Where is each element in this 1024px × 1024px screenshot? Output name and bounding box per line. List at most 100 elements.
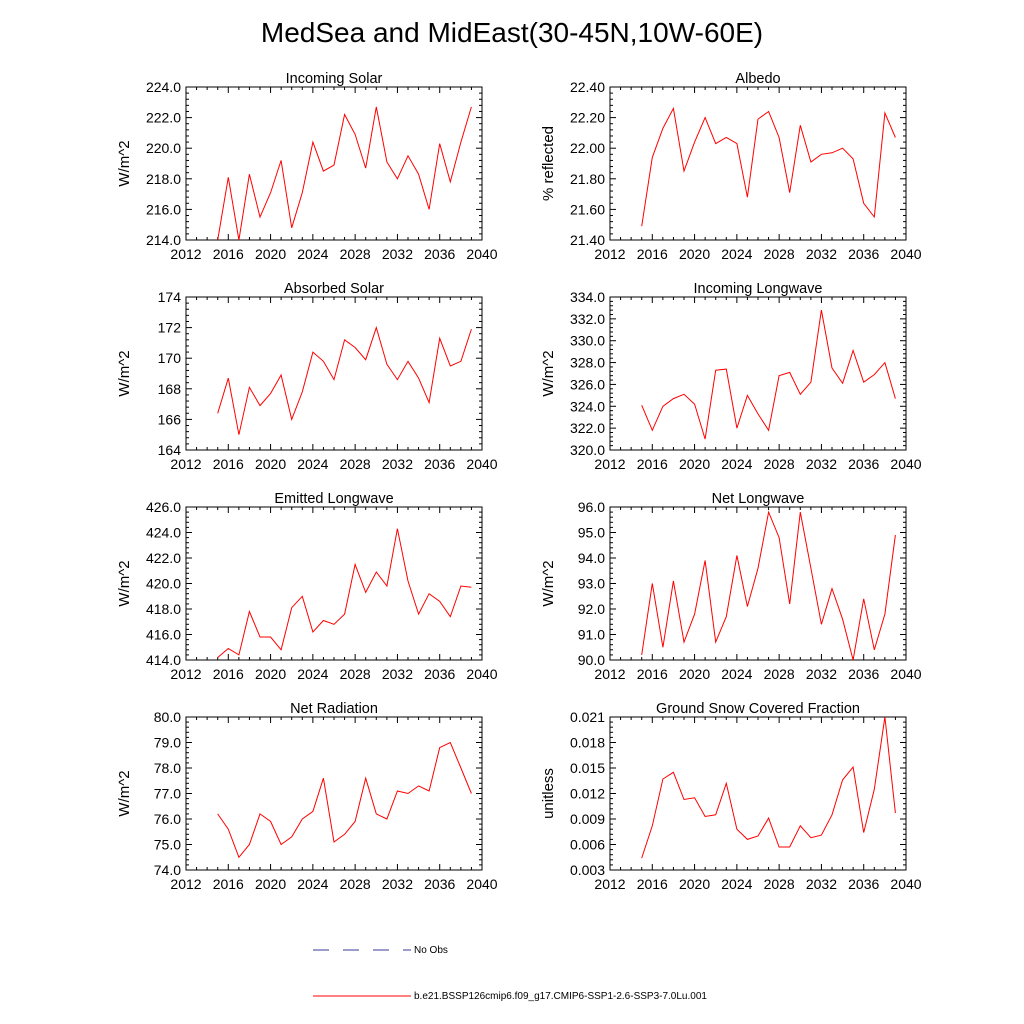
x-tick-label: 2016 bbox=[637, 246, 668, 262]
y-tick-label: 0.015 bbox=[570, 760, 605, 776]
y-tick-label: 78.0 bbox=[154, 760, 181, 776]
y-axis-label: W/m^2 bbox=[540, 350, 557, 396]
panel-emitted-longwave: 2012 2016 2020 2024 2028 2032 2036 2040 414.0 416… bbox=[116, 491, 498, 682]
x-tick-label: 2028 bbox=[340, 456, 371, 472]
y-tick-label: 416.0 bbox=[146, 627, 181, 643]
x-tick-label: 2040 bbox=[890, 876, 921, 892]
x-tick-label: 2016 bbox=[637, 456, 668, 472]
series-line bbox=[641, 716, 896, 859]
x-tick-label: 2012 bbox=[170, 876, 201, 892]
x-tick-label: 2012 bbox=[170, 456, 201, 472]
y-tick-label: 0.021 bbox=[570, 709, 605, 725]
x-tick-label: 2016 bbox=[213, 876, 244, 892]
panel-title: Net Radiation bbox=[290, 701, 378, 717]
y-axis-label: unitless bbox=[540, 768, 557, 819]
y-tick-label: 214.0 bbox=[146, 232, 181, 248]
x-tick-label: 2016 bbox=[213, 246, 244, 262]
panel-title: Emitted Longwave bbox=[274, 491, 393, 507]
x-tick-label: 2032 bbox=[382, 666, 413, 682]
panel-albedo: 2012 2016 2020 2024 2028 2032 2036 2040 21.40 21.… bbox=[540, 71, 922, 262]
x-tick-label: 2020 bbox=[255, 456, 286, 472]
plot-frame bbox=[185, 296, 483, 451]
x-tick-label: 2032 bbox=[806, 456, 837, 472]
x-tick-label: 2012 bbox=[170, 246, 201, 262]
y-tick-label: 21.40 bbox=[570, 232, 605, 248]
legend: No Obs b.e21.BSSP126cmip6.f09_g17.CMIP6-… bbox=[313, 945, 707, 1002]
y-tick-label: 174 bbox=[158, 289, 182, 305]
y-tick-label: 328.0 bbox=[570, 355, 605, 371]
y-tick-label: 170 bbox=[158, 350, 182, 366]
figure-title: MedSea and MidEast(30-45N,10W-60E) bbox=[261, 17, 763, 48]
plot-frame bbox=[185, 716, 483, 871]
x-tick-label: 2028 bbox=[340, 666, 371, 682]
y-tick-label: 418.0 bbox=[146, 601, 181, 617]
x-tick-label: 2036 bbox=[424, 666, 455, 682]
y-tick-label: 172 bbox=[158, 320, 182, 336]
x-tick-label: 2028 bbox=[764, 456, 795, 472]
x-tick-label: 2012 bbox=[594, 876, 625, 892]
y-tick-label: 22.00 bbox=[570, 140, 605, 156]
x-tick-label: 2024 bbox=[721, 876, 752, 892]
y-tick-label: 76.0 bbox=[154, 811, 181, 827]
y-axis-label: W/m^2 bbox=[116, 560, 133, 606]
y-tick-label: 91.0 bbox=[578, 627, 605, 643]
x-tick-label: 2040 bbox=[890, 666, 921, 682]
x-tick-label: 2020 bbox=[679, 456, 710, 472]
panel-title: Incoming Longwave bbox=[694, 281, 823, 297]
x-tick-label: 2036 bbox=[848, 246, 879, 262]
panel-net-radiation: 2012 2016 2020 2024 2028 2032 2036 2040 74.0 75.0… bbox=[116, 701, 498, 892]
panel-title: Net Longwave bbox=[712, 491, 805, 507]
y-tick-label: 424.0 bbox=[146, 525, 181, 541]
x-tick-label: 2012 bbox=[170, 666, 201, 682]
x-tick-label: 2016 bbox=[637, 666, 668, 682]
plot-frame bbox=[609, 86, 907, 241]
x-tick-label: 2036 bbox=[848, 876, 879, 892]
x-tick-label: 2016 bbox=[213, 456, 244, 472]
plot-frame bbox=[609, 506, 907, 661]
y-tick-label: 324.0 bbox=[570, 398, 605, 414]
x-tick-label: 2028 bbox=[340, 876, 371, 892]
x-tick-label: 2036 bbox=[848, 456, 879, 472]
y-tick-label: 21.80 bbox=[570, 171, 605, 187]
x-tick-label: 2032 bbox=[806, 666, 837, 682]
y-tick-label: 75.0 bbox=[154, 837, 181, 853]
y-tick-label: 166 bbox=[158, 411, 182, 427]
x-tick-label: 2024 bbox=[721, 456, 752, 472]
y-tick-label: 0.018 bbox=[570, 735, 605, 751]
y-tick-label: 422.0 bbox=[146, 550, 181, 566]
x-tick-label: 2020 bbox=[255, 246, 286, 262]
x-tick-label: 2012 bbox=[594, 666, 625, 682]
series-line bbox=[217, 528, 472, 658]
y-tick-label: 22.20 bbox=[570, 110, 605, 126]
panel-title: Absorbed Solar bbox=[284, 281, 384, 297]
y-tick-label: 90.0 bbox=[578, 652, 605, 668]
x-tick-label: 2020 bbox=[255, 876, 286, 892]
plot-frame bbox=[609, 716, 907, 871]
y-tick-label: 79.0 bbox=[154, 735, 181, 751]
y-tick-label: 332.0 bbox=[570, 311, 605, 327]
panel-absorbed-solar: 2012 2016 2020 2024 2028 2032 2036 2040 164 166 16… bbox=[116, 281, 498, 472]
y-tick-label: 330.0 bbox=[570, 333, 605, 349]
x-tick-label: 2024 bbox=[721, 666, 752, 682]
x-tick-label: 2040 bbox=[466, 456, 497, 472]
y-axis-label: W/m^2 bbox=[116, 140, 133, 186]
y-tick-label: 320.0 bbox=[570, 442, 605, 458]
x-tick-label: 2028 bbox=[764, 876, 795, 892]
x-tick-label: 2012 bbox=[594, 456, 625, 472]
panel-ground-snow-covered-fraction: 2012 2016 2020 2024 2028 2032 2036 2040 0.003 0.0… bbox=[540, 701, 922, 892]
x-tick-label: 2020 bbox=[679, 246, 710, 262]
panel-title: Ground Snow Covered Fraction bbox=[656, 701, 860, 717]
x-tick-label: 2040 bbox=[466, 246, 497, 262]
legend-label-model: b.e21.BSSP126cmip6.f09_g17.CMIP6-SSP1-2.… bbox=[414, 991, 707, 1002]
x-tick-label: 2032 bbox=[806, 876, 837, 892]
x-tick-label: 2016 bbox=[637, 876, 668, 892]
series-line bbox=[217, 325, 472, 435]
y-tick-label: 0.009 bbox=[570, 811, 605, 827]
x-tick-label: 2020 bbox=[679, 876, 710, 892]
x-tick-label: 2020 bbox=[679, 666, 710, 682]
y-tick-label: 74.0 bbox=[154, 862, 181, 878]
x-tick-label: 2036 bbox=[424, 246, 455, 262]
y-tick-label: 334.0 bbox=[570, 289, 605, 305]
panel-incoming-longwave: 2012 2016 2020 2024 2028 2032 2036 2040 320.0 322… bbox=[540, 281, 922, 472]
y-tick-label: 92.0 bbox=[578, 601, 605, 617]
